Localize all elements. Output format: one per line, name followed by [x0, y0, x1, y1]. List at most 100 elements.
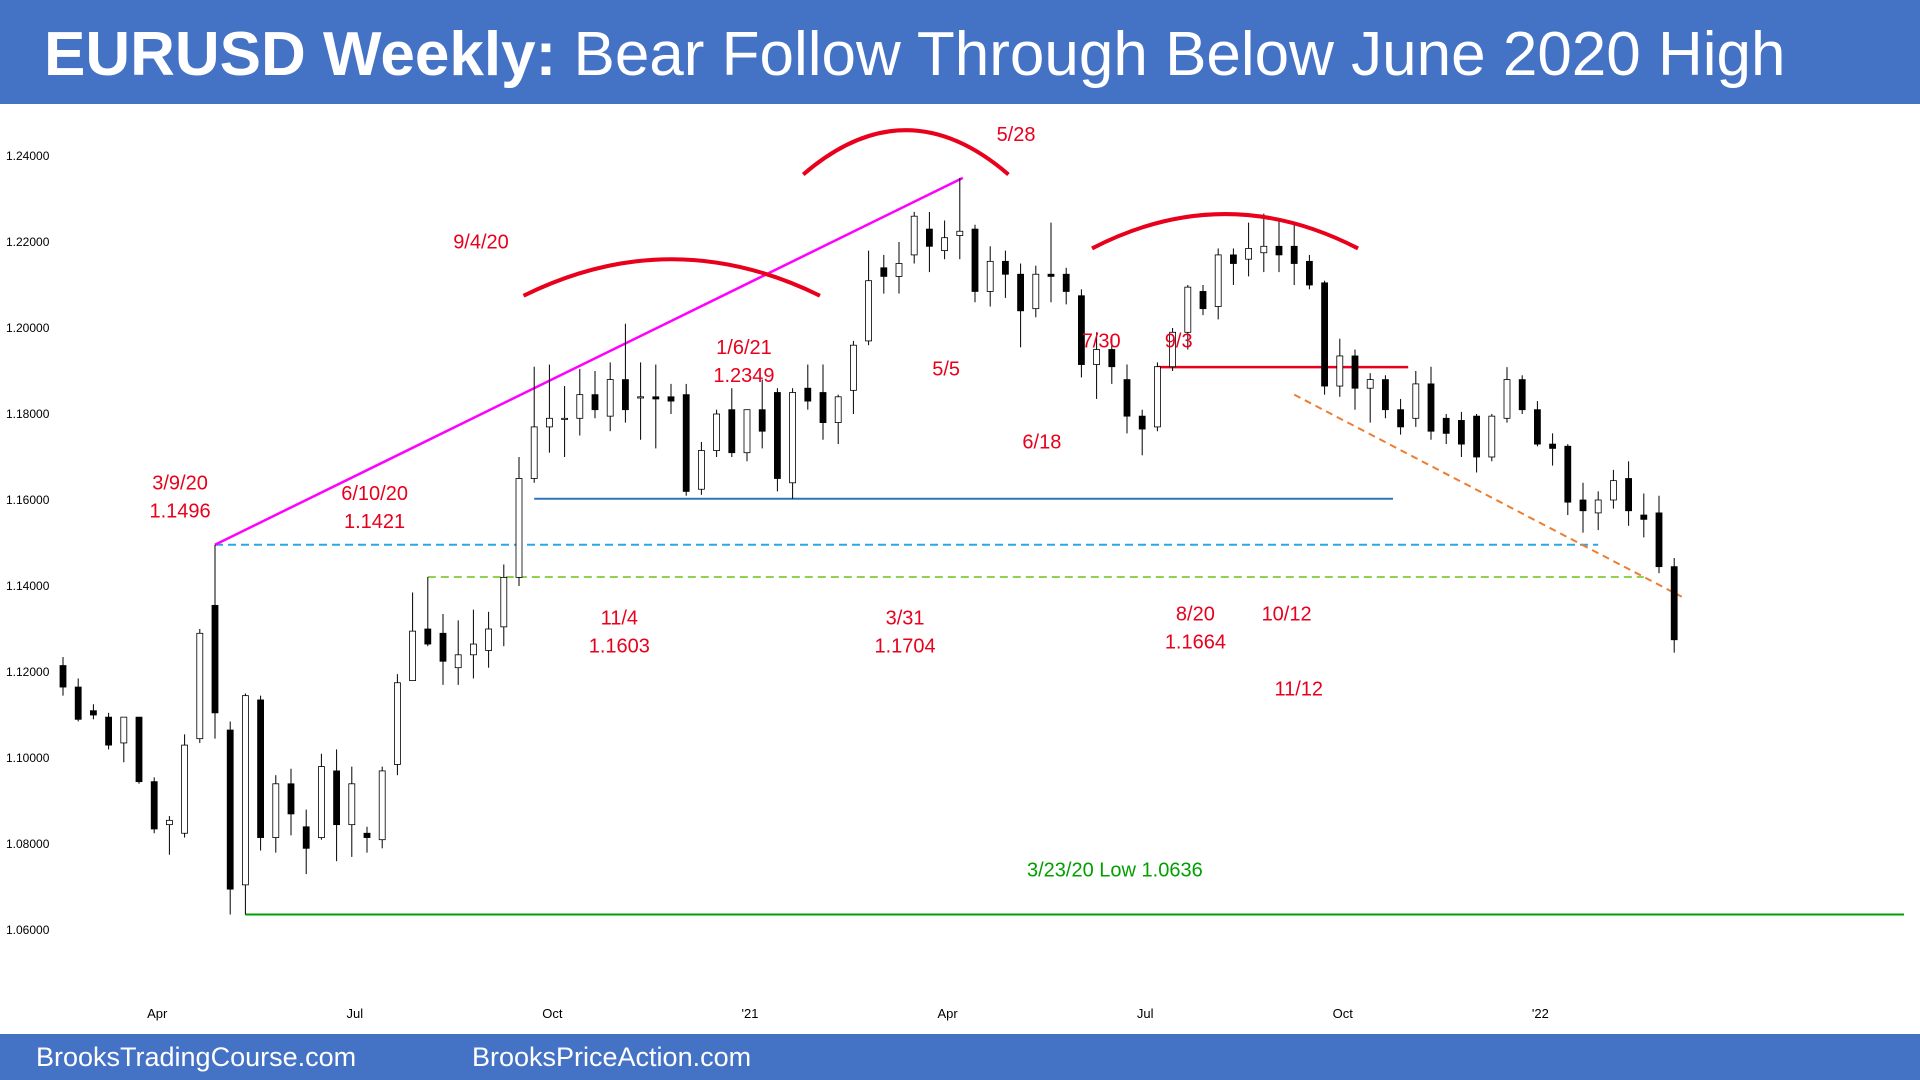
- candle-body: [272, 783, 280, 838]
- footer-link-left[interactable]: BrooksTradingCourse.com: [36, 1042, 357, 1072]
- candle-body: [135, 716, 143, 783]
- candle: [743, 409, 751, 462]
- footer-link-right[interactable]: BrooksPriceAction.com: [472, 1042, 752, 1072]
- candle: [485, 611, 493, 668]
- candle: [1123, 364, 1131, 434]
- candle-body: [196, 632, 204, 740]
- candle: [637, 362, 644, 440]
- candle-body: [1169, 331, 1176, 368]
- candle-body: [561, 417, 568, 420]
- candle: [774, 388, 781, 492]
- candle-body: [1366, 379, 1374, 389]
- x-tick-label: Jul: [1137, 1006, 1154, 1021]
- candle: [1382, 375, 1389, 419]
- y-tick-label: 1.16000: [6, 493, 50, 507]
- candle-body: [105, 716, 112, 746]
- candle: [302, 809, 310, 875]
- candle: [1442, 414, 1450, 445]
- y-tick-label: 1.12000: [6, 665, 50, 679]
- candle-body: [1230, 254, 1237, 264]
- candle: [409, 592, 417, 682]
- y-axis: 1.24000 1.22000 1.20000 1.18000 1.16000 1.140…: [6, 149, 50, 937]
- candle-body: [1655, 512, 1663, 568]
- y-tick-label: 1.20000: [6, 321, 50, 335]
- candle: [698, 441, 705, 495]
- candle: [1488, 414, 1496, 462]
- candle-body: [546, 417, 553, 428]
- candle-body: [1214, 254, 1222, 307]
- candle-body: [1093, 349, 1100, 365]
- candle-body: [1625, 478, 1632, 512]
- candle: [1366, 373, 1374, 423]
- annotation-9-3: 9/3: [1165, 330, 1193, 352]
- annotation-line: 3/31: [886, 608, 925, 630]
- candles: [59, 177, 1678, 915]
- candle: [454, 620, 462, 685]
- candle-body: [713, 413, 720, 451]
- candle: [378, 766, 386, 849]
- candle-body: [1321, 282, 1328, 387]
- y-tick-label: 1.22000: [6, 235, 50, 249]
- candle: [1427, 366, 1435, 440]
- candle-body: [1078, 295, 1085, 365]
- candle-body: [1336, 355, 1344, 387]
- candle-body: [424, 628, 432, 645]
- candle: [1199, 285, 1207, 316]
- candle-body: [226, 729, 234, 890]
- candle-body: [1184, 286, 1192, 333]
- candle-body: [241, 695, 249, 886]
- annotation-5-28: 5/28: [997, 124, 1036, 146]
- candle: [1610, 469, 1617, 509]
- candle: [424, 576, 432, 647]
- annotation-line: 11/12: [1274, 679, 1323, 701]
- candle-body: [728, 409, 736, 454]
- annotation-line: 1/6/21: [716, 337, 772, 359]
- candle: [317, 753, 325, 840]
- candle: [956, 177, 964, 260]
- candle: [606, 362, 614, 432]
- annotation-line: 10/12: [1262, 603, 1312, 625]
- candle-body: [165, 819, 173, 826]
- candle: [105, 712, 112, 750]
- candle: [1138, 409, 1146, 456]
- candle: [150, 777, 158, 834]
- candle-body: [1549, 443, 1556, 449]
- candle: [713, 409, 720, 457]
- candle: [819, 364, 827, 440]
- candle-body: [1123, 379, 1131, 417]
- candle-body: [941, 237, 948, 251]
- candle: [865, 250, 872, 346]
- candle-body: [834, 396, 842, 423]
- candle-body: [1351, 355, 1359, 389]
- candle: [1579, 482, 1587, 533]
- footer-banner: BrooksTradingCourse.com BrooksPriceActio…: [0, 1034, 1920, 1080]
- annotation-line: 5/5: [932, 358, 960, 380]
- candle: [90, 704, 97, 720]
- candle-body: [986, 260, 994, 292]
- candle-body: [743, 409, 751, 454]
- annotation-line: 1.1496: [149, 500, 210, 522]
- y-tick-label: 1.18000: [6, 407, 50, 421]
- y-tick-label: 1.08000: [6, 837, 50, 851]
- candle-body: [652, 396, 660, 400]
- candle: [1640, 493, 1648, 538]
- candle: [1412, 371, 1420, 427]
- candle-body: [1138, 415, 1146, 430]
- annotation-line: 9/3: [1165, 330, 1193, 352]
- annotation-line: 3/9/20: [152, 472, 208, 494]
- annotation-7-30: 7/30: [1082, 330, 1121, 352]
- candle-body: [1397, 409, 1404, 428]
- candle: [59, 656, 67, 696]
- candle-body: [956, 230, 964, 236]
- candle: [333, 749, 341, 862]
- candle-body: [865, 280, 872, 342]
- candle: [1078, 289, 1085, 378]
- annotation-line: 1.1704: [874, 636, 935, 658]
- candle: [622, 323, 629, 423]
- annotation-8-20: 8/20 1.1664: [1165, 603, 1226, 653]
- candle: [1594, 491, 1602, 531]
- candle-body: [181, 744, 189, 834]
- annotation-line: 6/18: [1022, 431, 1061, 453]
- candle: [880, 254, 888, 294]
- candle-body: [698, 450, 705, 490]
